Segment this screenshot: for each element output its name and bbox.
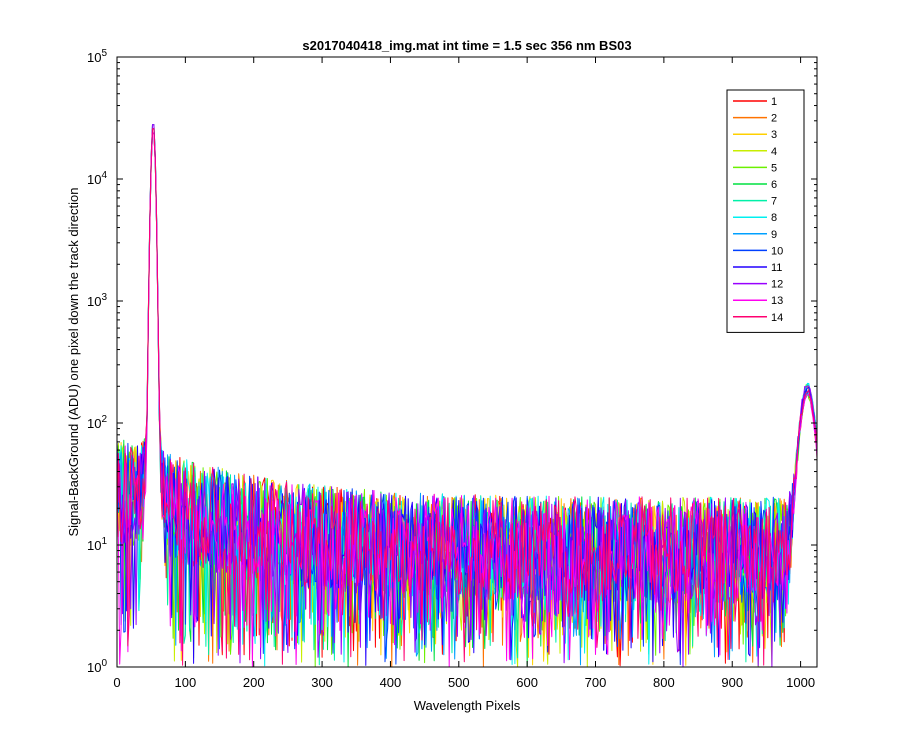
- y-tick-exponent: 3: [101, 292, 107, 303]
- x-tick-label: 400: [380, 675, 402, 690]
- y-tick-exponent: 4: [101, 170, 107, 181]
- y-tick-label: 102: [87, 414, 107, 431]
- legend-box: [726, 89, 805, 333]
- x-axis-label: Wavelength Pixels: [414, 698, 521, 713]
- legend-label: 6: [771, 179, 777, 191]
- legend-label: 3: [771, 129, 777, 141]
- y-axis-label: Signal-BackGround (ADU) one pixel down t…: [66, 187, 81, 536]
- y-tick-base: 10: [87, 172, 101, 187]
- x-tick-label: 600: [516, 675, 538, 690]
- y-tick-base: 10: [87, 50, 101, 65]
- y-tick-label: 103: [87, 292, 107, 309]
- y-tick-label: 101: [87, 536, 107, 553]
- y-tick-base: 10: [87, 538, 101, 553]
- legend-label: 5: [771, 162, 777, 174]
- y-tick-exponent: 5: [101, 48, 107, 59]
- legend-label: 1: [771, 96, 777, 108]
- legend-label: 14: [771, 312, 783, 324]
- x-tick-label: 500: [448, 675, 470, 690]
- plot-box: [116, 56, 818, 668]
- legend-label: 7: [771, 196, 777, 208]
- series-layer: [116, 124, 818, 668]
- series-line-14: [116, 128, 818, 666]
- x-tick-label: 200: [243, 675, 265, 690]
- legend-label: 13: [771, 295, 783, 307]
- y-tick-base: 10: [87, 294, 101, 309]
- y-tick-label: 104: [87, 170, 107, 187]
- legend-label: 12: [771, 279, 783, 291]
- legend-label: 2: [771, 113, 777, 125]
- x-tick-label: 900: [721, 675, 743, 690]
- y-tick-label: 105: [87, 48, 107, 65]
- chart-title: s2017040418_img.mat int time = 1.5 sec 3…: [302, 38, 631, 53]
- legend-label: 11: [771, 262, 782, 274]
- y-tick-base: 10: [87, 416, 101, 431]
- y-tick-base: 10: [87, 660, 101, 675]
- legend-label: 10: [771, 245, 783, 257]
- x-tick-label: 1000: [786, 675, 815, 690]
- y-tick-exponent: 1: [101, 536, 107, 547]
- y-tick-label: 100: [87, 658, 107, 675]
- x-tick-label: 100: [175, 675, 197, 690]
- series-line-12: [116, 124, 818, 668]
- legend-label: 8: [771, 212, 777, 224]
- ticks-layer: 0 100 200 300 400 500 600 700 800 900 100010010110…: [87, 48, 817, 690]
- legend-label: 9: [771, 229, 777, 241]
- series-line-13: [116, 132, 818, 667]
- x-tick-label: 700: [585, 675, 607, 690]
- x-tick-label: 0: [113, 675, 120, 690]
- y-tick-exponent: 2: [101, 414, 107, 425]
- y-tick-exponent: 0: [101, 658, 107, 669]
- x-tick-label: 300: [311, 675, 333, 690]
- x-tick-label: 800: [653, 675, 675, 690]
- legend-label: 4: [771, 146, 777, 158]
